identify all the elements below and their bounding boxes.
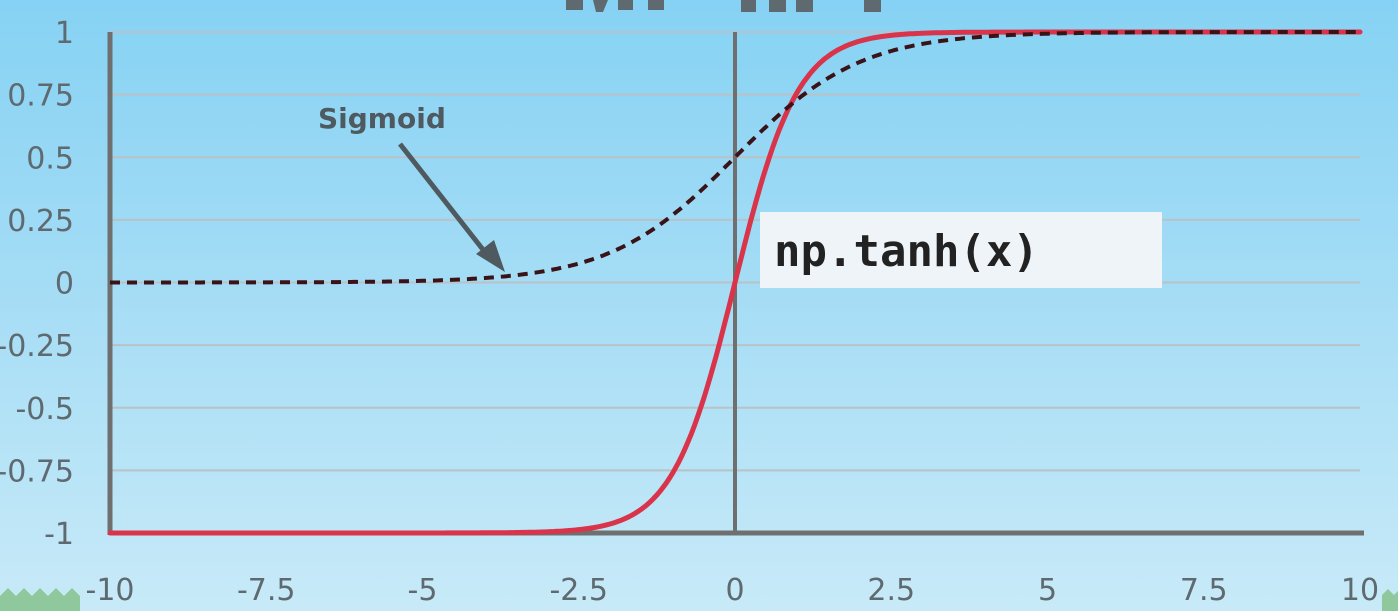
y-tick-label: 0.75 xyxy=(7,79,74,114)
sigmoid-arrow-icon xyxy=(398,142,505,272)
series-lines xyxy=(107,29,1363,536)
y-tick-label: -1 xyxy=(44,517,74,552)
x-tick-label: 5 xyxy=(1038,573,1057,608)
y-tick-label: 0 xyxy=(55,267,74,302)
x-tick-label: -5 xyxy=(408,573,438,608)
y-tick-label: -0.25 xyxy=(0,329,74,364)
y-tick-label: 1 xyxy=(55,16,74,51)
y-tick-labels: 1 0.75 0.5 0.25 0 -0.25 -0.5 -0.75 -1 xyxy=(0,16,74,552)
series-line-sigmoid xyxy=(110,30,1360,285)
y-tick-label: 0.5 xyxy=(26,141,74,176)
y-tick-label: 0.25 xyxy=(7,204,74,239)
decorative-corner-pattern xyxy=(0,588,1398,611)
x-tick-labels: -10 -7.5 -5 -2.5 0 2.5 5 7.5 10 xyxy=(86,573,1380,608)
y-tick-label: -0.75 xyxy=(0,454,74,489)
chart-title-fragment xyxy=(566,0,881,12)
x-tick-label: -10 xyxy=(86,573,135,608)
y-tick-label: -0.5 xyxy=(15,392,74,427)
tanh-annotation: np.tanh(x) xyxy=(774,226,1039,277)
annotations: Sigmoid np.tanh(x) xyxy=(318,102,1162,288)
x-tick-label: 10 xyxy=(1341,573,1379,608)
sigmoid-annotation: Sigmoid xyxy=(318,102,446,135)
x-tick-label: 7.5 xyxy=(1180,573,1228,608)
arrow-head xyxy=(476,240,505,272)
arrow-shaft xyxy=(398,142,490,258)
x-tick-label: -7.5 xyxy=(237,573,296,608)
x-tick-label: 2.5 xyxy=(867,573,915,608)
x-tick-label: 0 xyxy=(725,573,744,608)
tanh-annotation-box xyxy=(760,212,1162,288)
x-tick-label: -2.5 xyxy=(549,573,608,608)
